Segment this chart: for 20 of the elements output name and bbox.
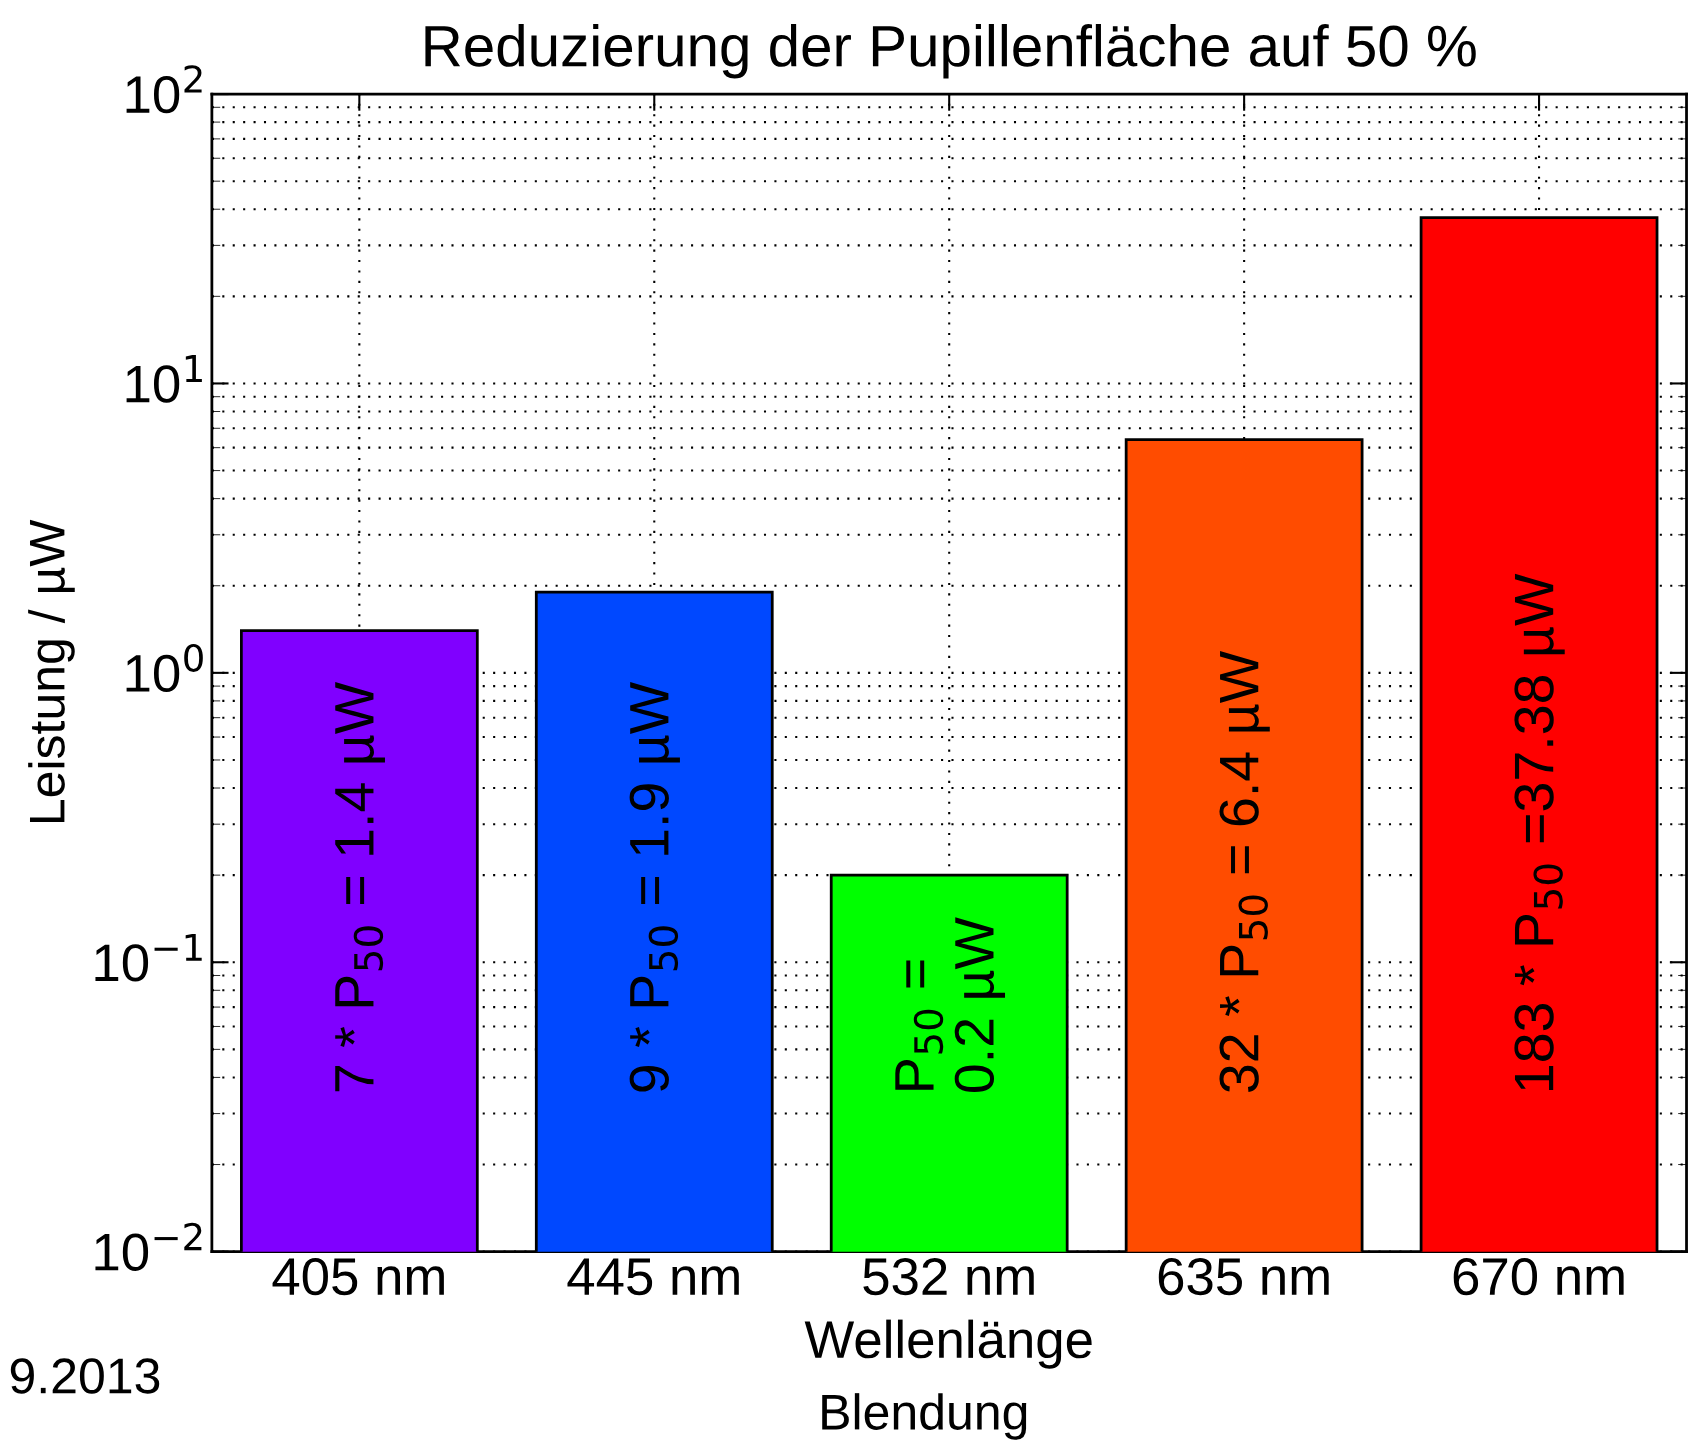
y-tick-label: 10$^{−1}$ <box>95 933 202 982</box>
data-label: P$_{50}$ = 0.2 µW <box>895 917 1006 1093</box>
x-tick-label: 635 nm <box>1158 1257 1329 1296</box>
x-tick-label: 670 nm <box>1453 1257 1624 1296</box>
data-label: 7 * P$_{50}$ = 1.4 µW <box>335 681 385 1092</box>
y-tick-label: 10$^{−2}$ <box>95 1222 202 1271</box>
x-axis-title: Wellenlänge <box>804 1319 1092 1369</box>
chart-title: Reduzierung der Pupillenfläche auf 50 % <box>425 24 1476 79</box>
text: 9.2013 <box>10 1358 160 1394</box>
x-tick-label: 532 nm <box>863 1257 1034 1296</box>
text: Blendung <box>822 1393 1027 1440</box>
data-label: 9 * P$_{50}$ = 1.9 µW <box>629 681 680 1092</box>
x-tick-label: 405 nm <box>272 1257 444 1296</box>
y-tick-label: 10$^{1}$ <box>126 355 202 403</box>
data-label: 183 * P$_{50}$ =37.38 µW <box>1514 573 1565 1090</box>
y-tick-label: 10$^{0}$ <box>126 643 203 693</box>
x-tick-label: 445 nm <box>567 1258 739 1296</box>
y-axis-title: Leistung / µW <box>28 519 75 823</box>
data-label: 32 * P$_{50}$ = 6.4 µW <box>1219 651 1270 1093</box>
y-tick-label: 10$^{2}$ <box>126 65 202 114</box>
